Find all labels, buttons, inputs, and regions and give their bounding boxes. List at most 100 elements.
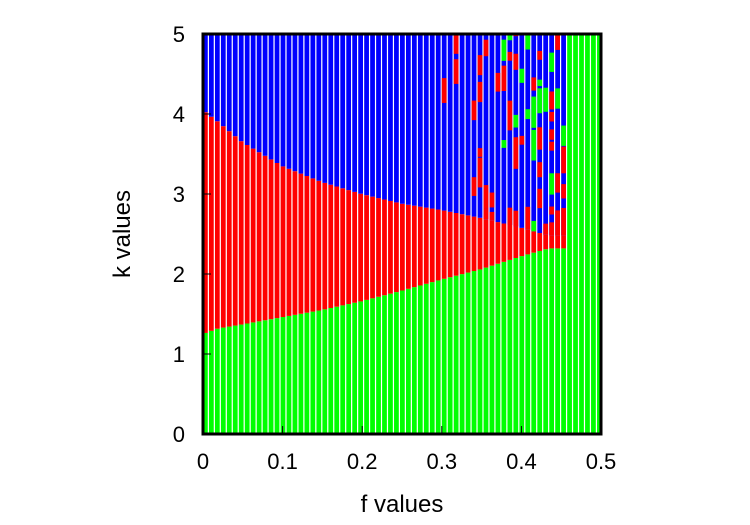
cell [537,188,543,209]
cell [292,171,298,315]
cell [208,116,214,331]
cell [298,313,304,434]
cell [322,34,328,183]
column-47 [483,34,489,434]
cell [286,34,292,169]
cell [334,34,340,187]
cell [525,254,531,434]
cell [465,34,471,216]
column-53 [519,34,525,434]
cell [376,198,381,297]
cell [280,166,286,318]
cell [519,227,525,257]
column-21 [328,34,334,434]
cell [435,209,441,281]
cell [226,326,232,434]
cell [525,34,531,230]
column-29 [376,34,381,434]
cell [250,148,256,323]
cell [573,34,578,434]
cell [489,265,495,434]
cell [388,200,393,294]
cell [507,259,513,434]
cell [453,34,459,54]
cell [531,96,537,128]
cell [465,272,471,434]
cell [447,211,453,278]
column-35 [411,34,417,434]
column-10 [262,34,268,434]
cell [477,157,483,188]
cell [591,34,596,434]
cell [495,34,501,223]
cell [441,210,447,279]
cell [316,34,322,181]
cell [262,34,268,156]
column-23 [340,34,346,434]
cell [214,328,220,434]
column-22 [334,34,340,434]
cell [453,59,459,84]
x-tick-label: 0.2 [347,449,378,474]
cell [555,34,560,236]
cell [483,34,489,220]
cell [274,34,280,163]
cell [286,168,292,316]
column-28 [370,34,375,434]
column-33 [400,34,405,434]
column-38 [429,34,435,434]
cell [298,173,304,314]
column-59 [555,34,560,434]
plot-area [203,34,602,434]
cell [304,312,310,434]
cell [322,309,328,434]
cell [411,205,417,288]
column-12 [274,34,280,434]
cell [435,34,441,210]
cell [328,184,334,309]
cell [417,34,423,207]
column-60 [561,34,566,434]
column-51 [507,34,513,434]
cell [268,34,274,160]
cell [489,220,495,266]
cell [543,234,549,250]
cell [525,34,531,50]
column-61 [567,34,572,434]
cell [346,34,352,191]
column-32 [394,34,399,434]
column-1 [208,34,214,434]
cell [226,34,232,132]
cell [471,100,477,121]
column-43 [459,34,465,434]
cell [268,319,274,434]
column-37 [423,34,429,434]
cell [555,210,560,236]
x-tick-label: 0.1 [267,449,298,474]
cell [471,34,477,217]
column-24 [346,34,352,434]
cell [292,34,298,172]
cell [477,55,483,76]
column-4 [226,34,232,434]
column-66 [597,34,602,434]
column-49 [495,34,501,434]
y-tick-label: 1 [173,342,185,367]
cell [411,34,417,206]
cell [417,206,423,286]
cell [477,217,483,270]
cell [262,155,268,321]
cell [471,177,477,196]
column-14 [286,34,292,434]
cell [477,81,483,103]
cell [447,277,453,434]
cell [585,34,590,434]
cell [525,229,531,255]
column-39 [435,34,441,434]
cell [555,248,560,434]
column-5 [232,34,238,434]
cell [334,306,340,434]
cell [250,34,256,149]
cell [405,34,411,205]
cell [453,213,459,276]
